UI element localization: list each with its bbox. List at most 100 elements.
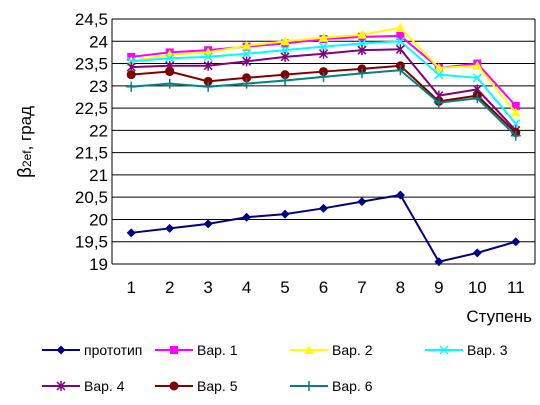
- x-tick-label: 11: [507, 278, 525, 297]
- data-point: [472, 73, 482, 83]
- data-point: [395, 36, 405, 46]
- y-tick-label: 19: [89, 255, 108, 274]
- data-point: [203, 52, 213, 62]
- y-axis-title-sub: 2ef: [20, 150, 34, 167]
- data-point: [203, 219, 213, 229]
- data-point: [318, 48, 329, 59]
- y-tick-label: 19,5: [75, 233, 108, 252]
- y-tick-label: 21,5: [75, 144, 108, 163]
- y-axis-title-rest: , град: [16, 106, 35, 151]
- x-axis-title: Ступень: [466, 307, 532, 326]
- x-tick-label: 3: [203, 278, 212, 297]
- series-3: [126, 36, 521, 129]
- series-line: [131, 48, 517, 132]
- legend: прототип Вар. 1 Вар. 2 Вар. 3 Вар. 4 Вар. 5 Ва…: [42, 342, 508, 394]
- data-point: [356, 68, 367, 79]
- data-point: [357, 38, 367, 49]
- x-tick-label: 1: [126, 278, 135, 297]
- data-point: [472, 60, 483, 70]
- data-point: [203, 76, 213, 86]
- legend-marker: [439, 345, 449, 355]
- legend-label: Вар. 1: [197, 342, 238, 358]
- data-point: [280, 70, 290, 80]
- data-point: [280, 36, 291, 46]
- data-point: [318, 42, 329, 52]
- data-point: [510, 107, 521, 117]
- data-point: [318, 71, 329, 82]
- data-point: [356, 29, 367, 39]
- data-point: [242, 212, 252, 222]
- data-point: [472, 248, 482, 258]
- legend-item: Вар. 6: [290, 378, 373, 394]
- x-tick-label: 10: [468, 278, 487, 297]
- legend-marker: [304, 345, 314, 354]
- grid-lines: [112, 18, 535, 265]
- data-point: [165, 223, 175, 233]
- y-tick-label: 20,5: [75, 188, 108, 207]
- data-point: [203, 81, 214, 92]
- legend-marker: [56, 381, 66, 391]
- x-tick-label: 6: [319, 278, 328, 297]
- data-point: [203, 60, 213, 71]
- data-point: [280, 209, 290, 219]
- series-0: [126, 190, 521, 267]
- data-point: [241, 40, 252, 50]
- data-point: [126, 81, 137, 92]
- y-tick-label: 24,5: [75, 10, 108, 29]
- series-2: [126, 22, 521, 117]
- y-tick-label: 20: [89, 210, 108, 229]
- data-point: [318, 32, 329, 42]
- x-tick-label: 4: [242, 278, 251, 297]
- data-point: [395, 22, 406, 32]
- legend-label: Вар. 6: [332, 378, 373, 394]
- x-tick-label: 2: [165, 278, 174, 297]
- y-axis-ticks: 19 19,5 20 20,5 21 21,5 22 22,5 23 23,5 24 24,5: [75, 10, 108, 274]
- legend-item: Вар. 1: [155, 342, 238, 358]
- y-tick-label: 23: [89, 77, 108, 96]
- legend-item: Вар. 2: [290, 342, 373, 358]
- data-point: [126, 228, 136, 238]
- data-point: [164, 78, 175, 89]
- x-tick-label: 7: [357, 278, 366, 297]
- data-point: [395, 190, 405, 200]
- legend-item: Вар. 5: [155, 378, 238, 394]
- legend-marker: [304, 381, 314, 391]
- data-point: [319, 67, 328, 77]
- legend-label: Вар. 4: [84, 378, 125, 394]
- data-point: [433, 97, 444, 108]
- y-tick-label: 22,5: [75, 99, 108, 118]
- legend-marker: [169, 381, 179, 391]
- data-point: [433, 63, 444, 72]
- legend-label: Вар. 3: [467, 342, 508, 358]
- data-point: [434, 70, 444, 80]
- data-point: [280, 51, 290, 62]
- data-point: [242, 49, 252, 59]
- data-point: [472, 93, 483, 104]
- x-tick-label: 9: [434, 278, 443, 297]
- x-axis-ticks: 1 2 3 4 5 6 7 8 9 10 11: [126, 278, 524, 297]
- data-point: [242, 73, 252, 83]
- legend-marker: [56, 345, 66, 355]
- y-tick-label: 21: [89, 166, 108, 185]
- x-tick-label: 5: [280, 278, 289, 297]
- data-point: [126, 70, 136, 80]
- data-point: [357, 45, 367, 56]
- series-group: [126, 22, 521, 267]
- data-point: [511, 101, 520, 110]
- data-point: [242, 56, 252, 67]
- data-point: [165, 53, 175, 63]
- plot-frame: [111, 19, 536, 264]
- data-point: [510, 130, 521, 141]
- data-point: [434, 257, 444, 267]
- legend-label: Вар. 5: [197, 378, 238, 394]
- legend-label: прототип: [84, 342, 142, 358]
- x-tick-label: 8: [396, 278, 405, 297]
- y-tick-label: 23,5: [75, 55, 108, 74]
- series-6: [126, 65, 521, 141]
- y-axis-title: β2ef, град: [15, 106, 36, 178]
- data-point: [511, 237, 521, 247]
- data-point: [165, 67, 175, 77]
- y-axis-title-main: β: [15, 167, 36, 178]
- legend-item: Вар. 4: [42, 378, 125, 394]
